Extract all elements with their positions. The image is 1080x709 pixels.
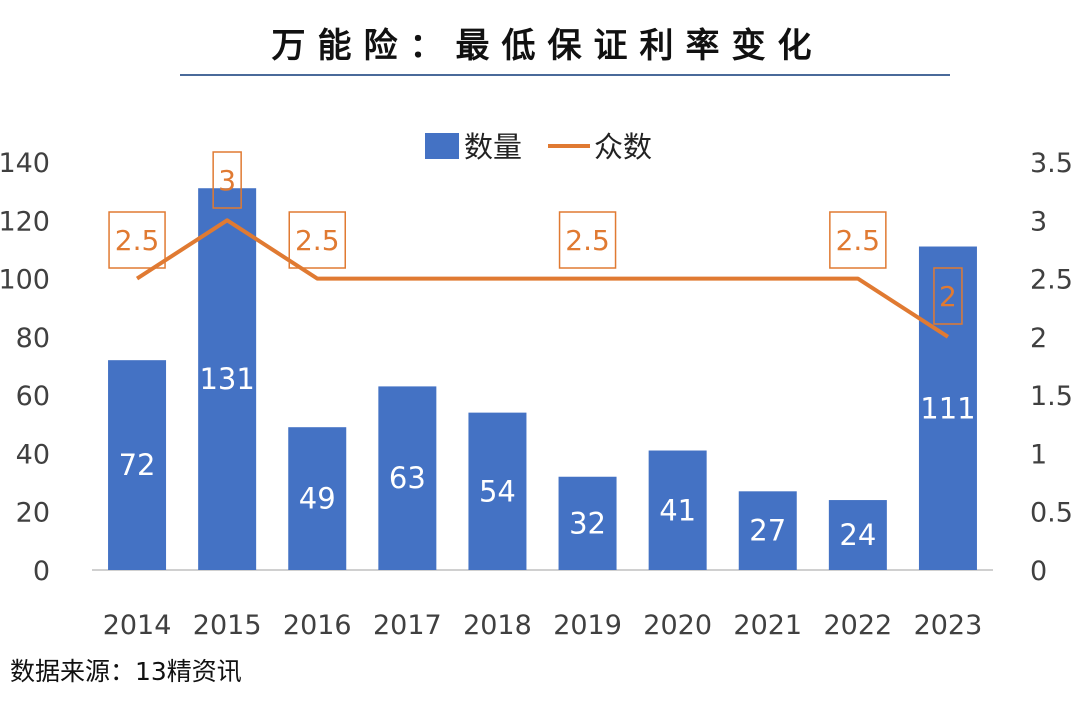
line-value-label: 2.5: [565, 224, 610, 257]
bar-value-label: 63: [389, 461, 426, 495]
y-left-tick-label: 140: [0, 148, 50, 179]
line-value-label: 2.5: [836, 224, 881, 257]
bar: [648, 450, 707, 570]
bar-value-label: 41: [659, 493, 696, 527]
bar-value-label: 32: [569, 506, 606, 540]
chart-title: 万能险：最低保证利率变化: [271, 26, 824, 66]
bar-value-label: 131: [199, 362, 254, 396]
bar: [198, 188, 257, 570]
y-left-tick-label: 20: [16, 498, 50, 529]
line-label-box: [288, 211, 346, 269]
y-right-tick-label: 0: [1030, 556, 1047, 587]
bar-value-label: 49: [299, 482, 336, 516]
bar: [918, 246, 977, 570]
legend-label-line: 众数: [594, 130, 652, 164]
y-left-tick-label: 100: [0, 265, 50, 296]
bar-value-label: 72: [119, 448, 156, 482]
x-tick-label: 2014: [103, 610, 172, 641]
line-label-box: [829, 211, 887, 269]
line-value-label: 2: [939, 280, 957, 313]
y-left-tick-label: 40: [16, 439, 50, 470]
x-tick-label: 2020: [643, 610, 712, 641]
x-tick-label: 2017: [373, 610, 442, 641]
y-left-tick-label: 120: [0, 206, 50, 237]
bar: [468, 412, 527, 570]
bar: [108, 360, 167, 570]
bar: [378, 386, 437, 570]
line-value-label: 3: [218, 164, 236, 197]
y-left-tick-label: 80: [16, 323, 50, 354]
x-tick-label: 2021: [733, 610, 802, 641]
y-right-tick-label: 3.5: [1030, 148, 1073, 179]
bar-value-label: 111: [920, 391, 975, 425]
line-label-box: [933, 267, 963, 325]
legend-label-bar: 数量: [464, 130, 522, 164]
bar: [558, 476, 617, 570]
x-tick-label: 2019: [553, 610, 622, 641]
y-left-tick-label: 60: [16, 381, 50, 412]
line-label-box: [108, 211, 166, 269]
x-tick-label: 2022: [823, 610, 892, 641]
y-right-tick-label: 2: [1030, 323, 1047, 354]
x-tick-label: 2015: [193, 610, 262, 641]
y-right-tick-label: 0.5: [1030, 498, 1073, 529]
x-tick-label: 2018: [463, 610, 532, 641]
y-right-tick-label: 1.5: [1030, 381, 1073, 412]
bar: [738, 491, 797, 570]
line-label-box: [212, 151, 242, 209]
line-series: [135, 218, 950, 339]
line-value-label: 2.5: [115, 224, 160, 257]
x-tick-label: 2016: [283, 610, 352, 641]
y-right-tick-label: 2.5: [1030, 265, 1073, 296]
bar-value-label: 54: [479, 474, 516, 508]
bar-value-label: 27: [749, 514, 786, 548]
title-underline: [180, 74, 950, 76]
line-value-label: 2.5: [295, 224, 340, 257]
data-source-note: 数据来源：13精资讯: [10, 657, 242, 686]
bar: [828, 500, 887, 570]
legend-swatch-bar: [425, 133, 459, 159]
bar-value-label: 24: [839, 518, 876, 552]
y-right-tick-label: 3: [1030, 206, 1047, 237]
y-right-tick-label: 1: [1030, 439, 1047, 470]
y-left-tick-label: 0: [33, 556, 50, 587]
line-label-box: [558, 211, 617, 269]
bar: [288, 427, 347, 570]
x-tick-label: 2023: [914, 610, 983, 641]
